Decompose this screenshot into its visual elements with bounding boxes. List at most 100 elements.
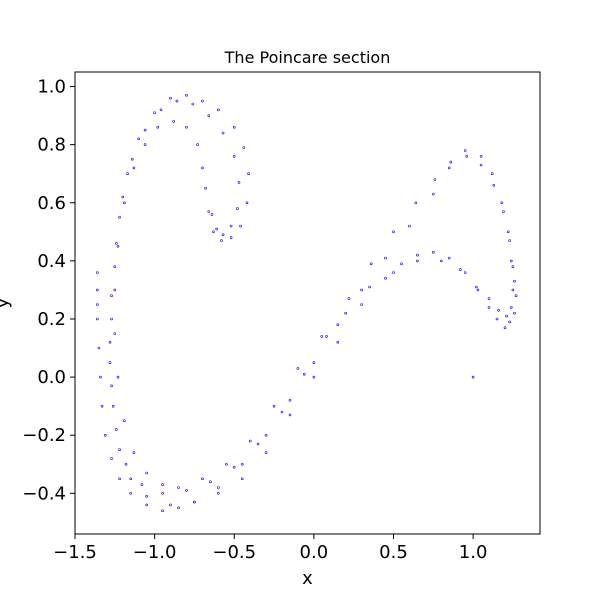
data-point xyxy=(242,146,246,149)
data-point xyxy=(237,181,241,184)
data-point xyxy=(392,271,395,274)
data-point xyxy=(217,491,220,495)
data-point xyxy=(505,314,508,318)
data-point xyxy=(116,245,120,248)
data-point xyxy=(280,410,284,414)
data-point xyxy=(193,500,196,504)
x-tick-label: 0.5 xyxy=(379,542,408,563)
data-point xyxy=(490,172,494,175)
data-point xyxy=(132,451,136,454)
data-point xyxy=(384,256,387,260)
data-point xyxy=(302,372,306,376)
y-tick-label: 0.8 xyxy=(37,135,66,156)
data-point xyxy=(220,239,223,242)
data-point xyxy=(320,335,324,338)
data-point xyxy=(487,297,491,300)
data-point xyxy=(161,483,164,486)
data-point xyxy=(369,262,373,266)
data-point xyxy=(511,265,515,269)
data-point xyxy=(110,294,113,298)
data-point xyxy=(497,308,500,312)
y-tick-label: 1.0 xyxy=(37,77,66,98)
data-point xyxy=(240,477,244,481)
data-point xyxy=(414,201,418,205)
data-point xyxy=(514,294,518,298)
data-point xyxy=(503,326,507,330)
data-point xyxy=(118,448,121,452)
data-point xyxy=(177,486,180,489)
data-point xyxy=(210,213,214,216)
data-point xyxy=(400,262,403,266)
data-point xyxy=(500,201,504,205)
y-tick-label: 0.2 xyxy=(37,309,66,330)
data-point xyxy=(474,285,478,289)
data-point xyxy=(221,233,225,236)
data-point xyxy=(113,265,117,269)
data-point xyxy=(232,465,236,469)
data-point xyxy=(248,439,252,443)
data-point xyxy=(215,227,218,231)
data-point xyxy=(121,195,125,199)
data-point xyxy=(368,285,371,289)
data-point xyxy=(96,303,99,306)
data-point xyxy=(221,131,225,135)
data-point xyxy=(256,442,260,446)
data-point xyxy=(161,491,164,495)
data-point xyxy=(191,102,195,106)
data-point xyxy=(115,242,118,245)
data-point xyxy=(508,320,512,324)
data-point xyxy=(312,361,316,364)
y-tick-label: −0.4 xyxy=(22,483,66,504)
data-point xyxy=(177,506,180,510)
data-point xyxy=(116,375,120,379)
data-point xyxy=(209,480,212,484)
data-point xyxy=(245,201,249,205)
data-point xyxy=(175,99,179,103)
data-point xyxy=(509,259,513,263)
y-tick-label: 0.4 xyxy=(37,251,66,272)
data-point xyxy=(96,317,99,321)
data-point xyxy=(217,486,220,489)
data-point xyxy=(132,166,136,170)
x-tick-label: 0.0 xyxy=(300,542,329,563)
x-axis-label: x xyxy=(302,568,313,589)
x-tick-label: −1.0 xyxy=(133,542,177,563)
data-point xyxy=(161,509,164,513)
data-point xyxy=(360,288,363,292)
data-point xyxy=(325,335,328,338)
y-axis-label: y xyxy=(0,297,13,308)
data-point xyxy=(96,271,99,274)
data-point xyxy=(225,462,228,466)
data-point xyxy=(212,230,215,234)
data-point xyxy=(479,155,483,158)
data-point xyxy=(506,230,510,234)
data-point xyxy=(502,210,505,213)
data-point xyxy=(272,404,276,408)
data-point xyxy=(217,108,220,112)
axes-frame xyxy=(74,71,541,535)
data-point xyxy=(207,210,211,213)
data-point xyxy=(296,367,300,370)
data-point xyxy=(153,111,156,114)
data-point xyxy=(143,143,147,146)
data-point xyxy=(449,160,453,164)
data-point xyxy=(185,489,188,492)
data-point xyxy=(207,114,211,117)
y-tick-label: 0.0 xyxy=(37,367,66,388)
data-point xyxy=(111,404,115,408)
y-tick-label: −0.2 xyxy=(22,425,66,446)
data-point xyxy=(487,306,491,309)
data-point xyxy=(232,155,236,158)
data-point xyxy=(360,303,363,306)
data-point xyxy=(476,288,480,292)
data-point xyxy=(229,224,233,228)
data-point xyxy=(508,239,512,242)
data-point xyxy=(104,433,107,437)
y-tick-label: 0.6 xyxy=(37,193,66,214)
data-point xyxy=(110,457,113,460)
data-point xyxy=(459,268,462,271)
data-point xyxy=(392,230,395,234)
data-point xyxy=(137,137,140,141)
data-point xyxy=(431,192,435,196)
